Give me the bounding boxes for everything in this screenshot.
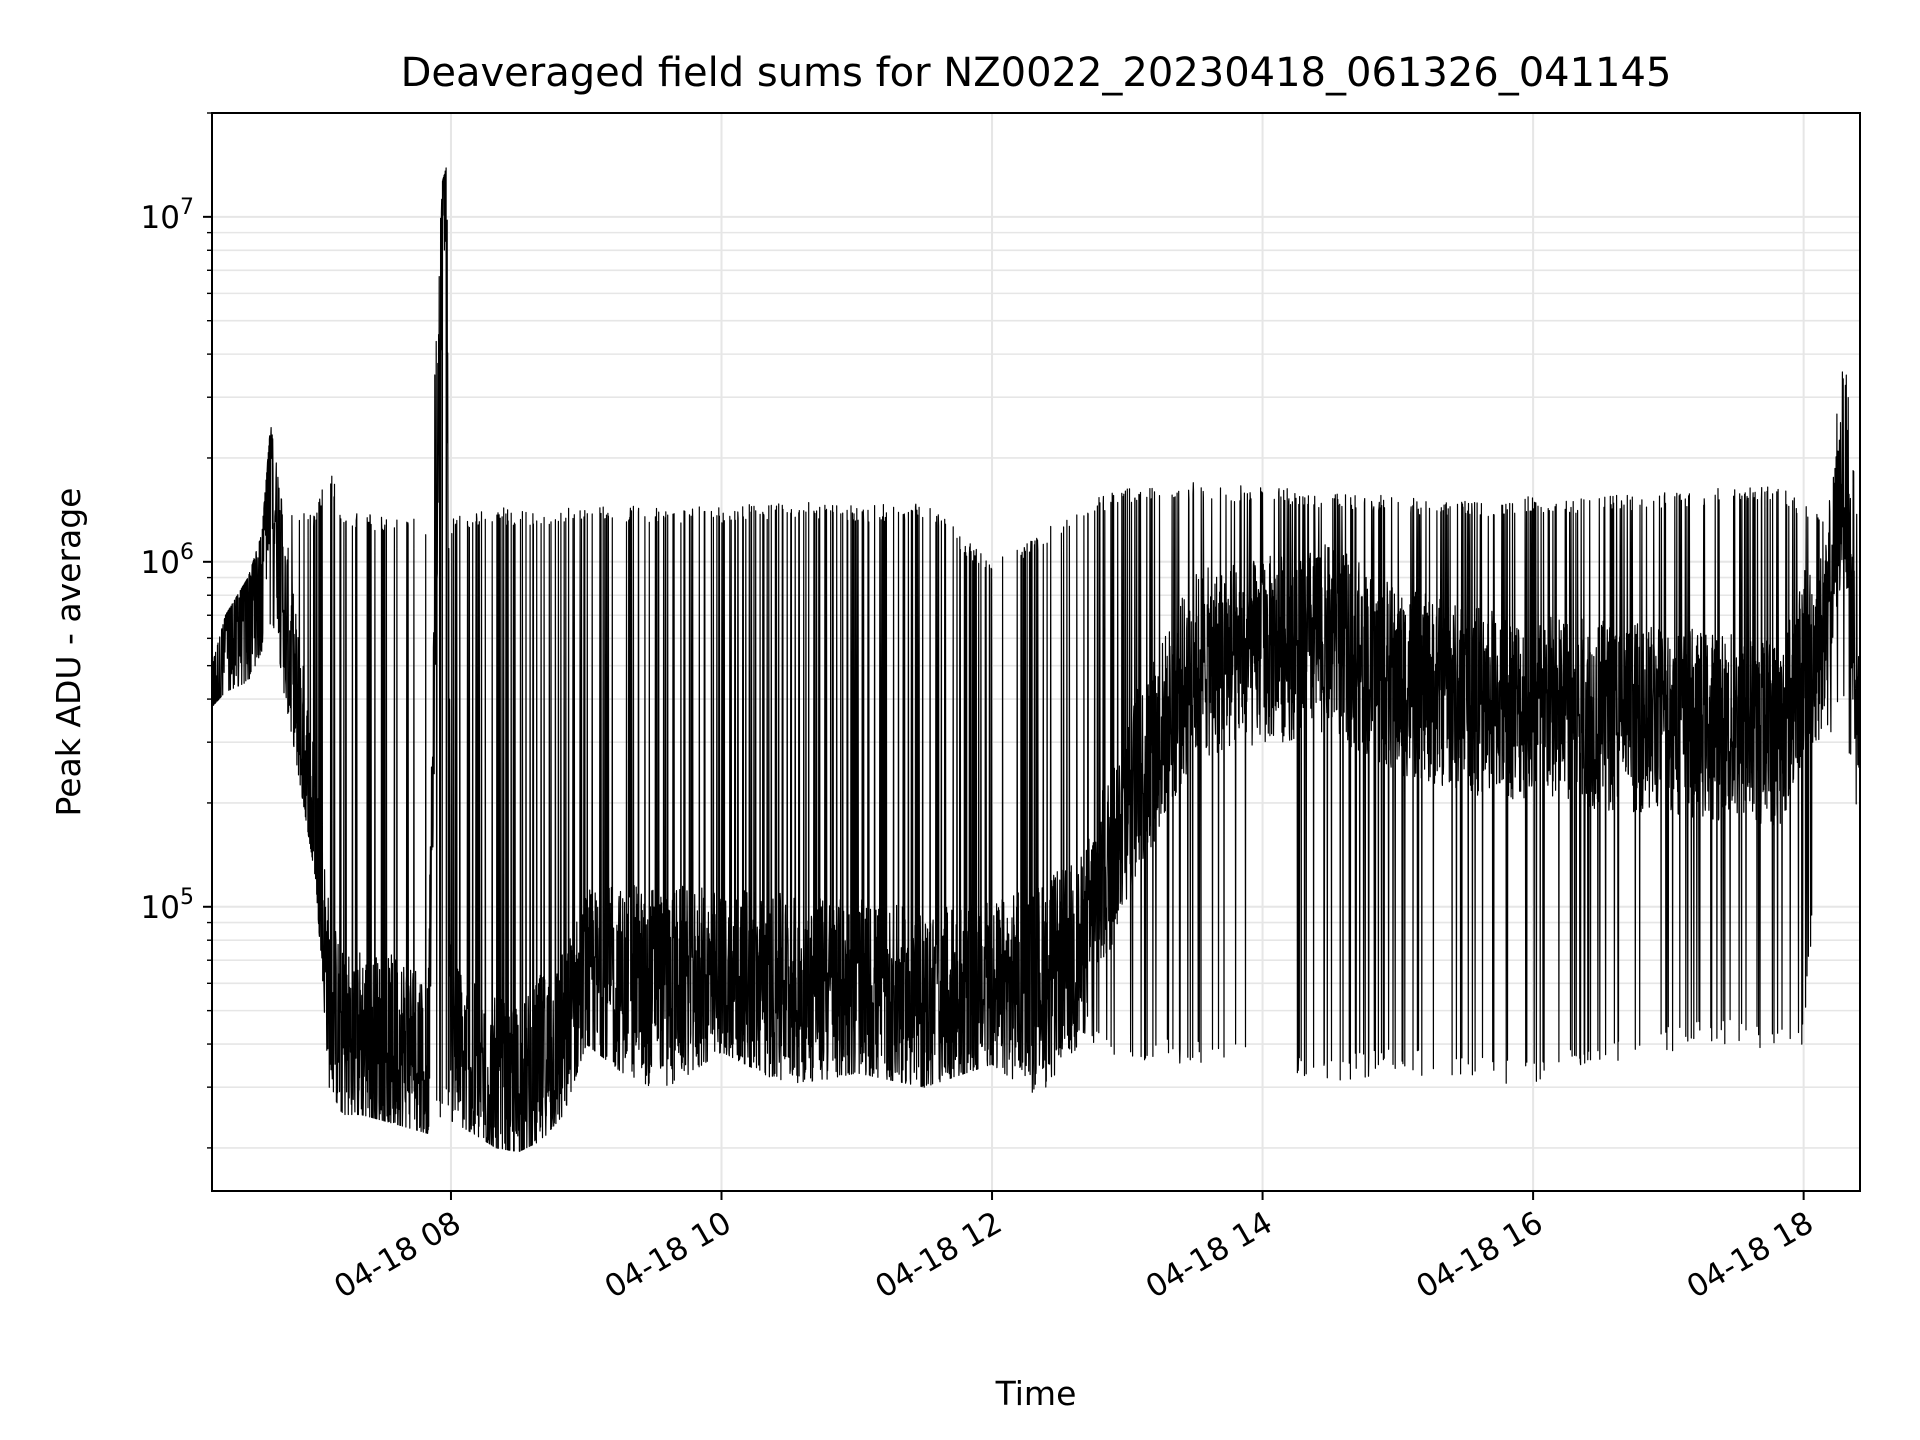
y-tick-exponent: 7 (180, 195, 194, 220)
series-line (212, 167, 1860, 1152)
series-layer (212, 167, 1860, 1152)
y-tick-label: 105 (141, 885, 194, 926)
y-tick-base: 10 (141, 890, 180, 926)
x-axis-label: Time (995, 1374, 1077, 1413)
y-tick-label: 107 (141, 195, 194, 236)
y-tick-exponent: 5 (180, 885, 194, 910)
plot-frame (211, 112, 1861, 1192)
y-tick-base: 10 (141, 545, 180, 581)
y-tick-label: 106 (141, 540, 194, 581)
chart-title: Deaveraged field sums for NZ0022_2023041… (401, 50, 1672, 96)
y-axis-label: Peak ADU - average (49, 488, 88, 817)
y-tick-base: 10 (141, 200, 180, 236)
y-tick-exponent: 6 (180, 540, 194, 565)
